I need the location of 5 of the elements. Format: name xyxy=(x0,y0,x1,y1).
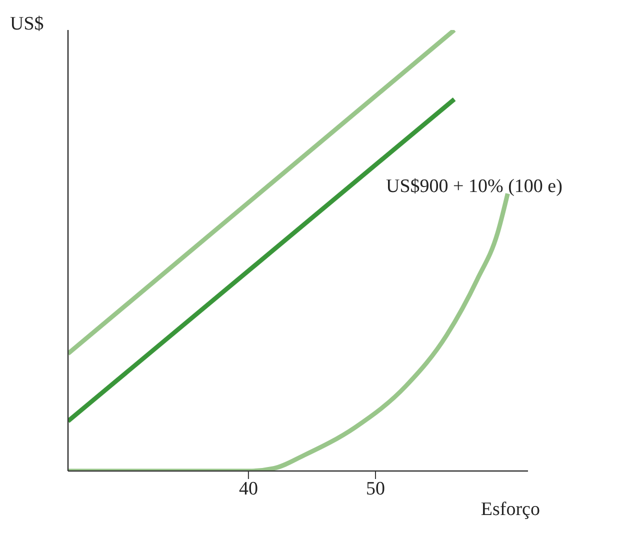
annotation: US$900 + 10% (100 e) xyxy=(386,176,562,198)
x-tick-label: 50 xyxy=(366,478,386,500)
y-axis-title: US$ xyxy=(10,13,44,34)
x-tick-label: 40 xyxy=(238,478,258,500)
x-axis-title: Esforço xyxy=(480,499,540,520)
